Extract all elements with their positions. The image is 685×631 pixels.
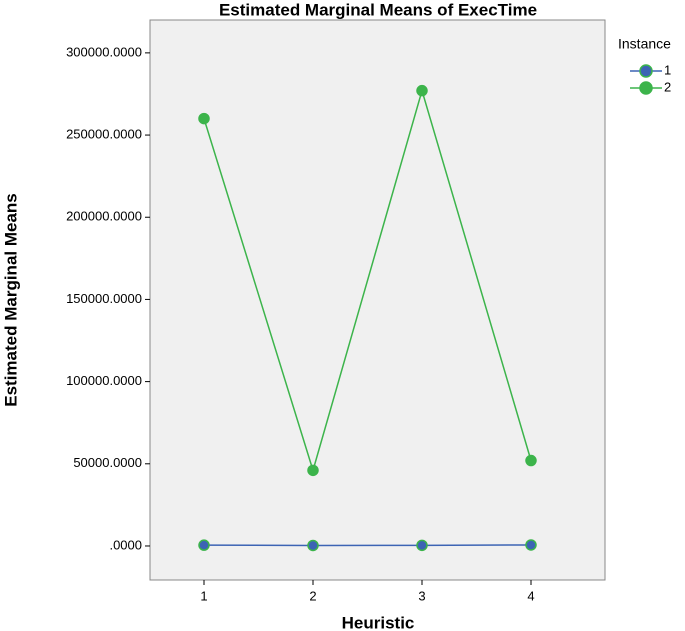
series-line — [203, 87, 532, 473]
legend-label: 1 — [664, 62, 671, 77]
y-tick-label: 150000.0000 — [66, 291, 142, 306]
legend-title: Instance — [618, 36, 671, 52]
plot-area — [149, 19, 606, 581]
y-tick-label: 50000.0000 — [73, 455, 142, 470]
y-tick-label: 300000.0000 — [66, 44, 142, 59]
data-point — [416, 539, 428, 552]
data-point — [198, 539, 210, 551]
data-point — [525, 539, 537, 551]
data-point — [307, 464, 319, 477]
x-axis-title: Heuristic — [342, 613, 415, 631]
x-tick-label: 3 — [418, 588, 425, 603]
data-point — [416, 84, 428, 97]
y-tick-label: 250000.0000 — [66, 126, 142, 141]
data-point — [525, 454, 537, 467]
y-tick-label: 100000.0000 — [66, 373, 142, 388]
legend-label: 2 — [664, 79, 671, 94]
y-tick-label: .0000 — [109, 537, 142, 552]
x-tick-label: 2 — [309, 588, 316, 603]
y-axis-title: Estimated Marginal Means — [1, 193, 20, 407]
data-point — [307, 539, 319, 552]
data-point — [198, 112, 210, 125]
chart-title: Estimated Marginal Means of ExecTime — [219, 0, 537, 19]
x-tick-label: 4 — [527, 588, 534, 603]
legend-marker — [639, 81, 653, 95]
y-tick-label: 200000.0000 — [66, 209, 142, 224]
legend-marker — [639, 64, 653, 78]
x-tick-label: 1 — [200, 588, 207, 603]
